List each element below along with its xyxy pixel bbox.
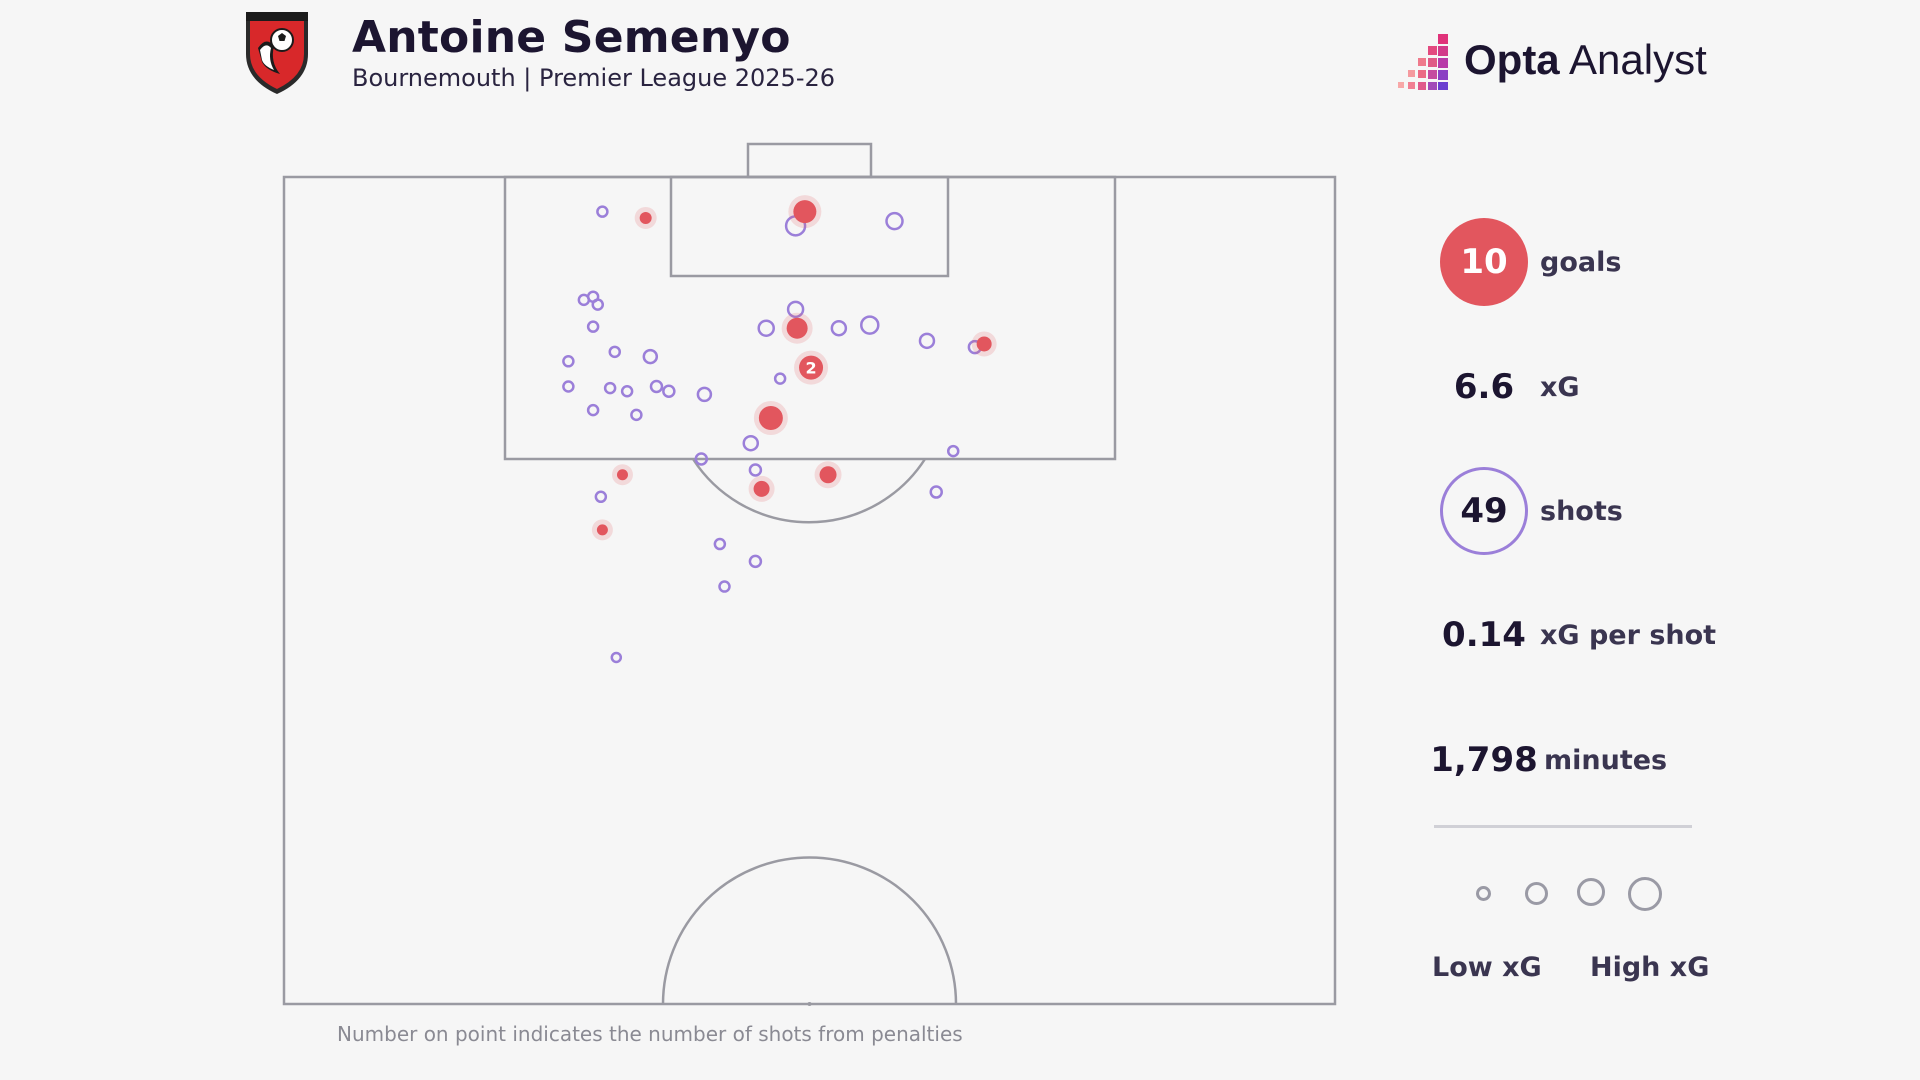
shot-point: [696, 386, 713, 403]
legend-xg-size-1: [1476, 886, 1491, 901]
penalty-count-label: 2: [805, 359, 816, 378]
shot-point: [562, 355, 575, 368]
shot-point: [586, 403, 600, 417]
centre-spot: [807, 1002, 812, 1006]
opta-analyst-wordmark: Opta Analyst: [1464, 36, 1707, 83]
shot-point: [929, 485, 943, 499]
goal: [746, 142, 873, 179]
afc-bournemouth-crest-icon: [246, 12, 308, 94]
goal-point: [616, 469, 628, 481]
goal-point: [758, 406, 783, 431]
pitch-boundary: [282, 175, 1337, 1006]
goal-point: [639, 211, 652, 224]
legend-high-xg: High xG: [1590, 952, 1710, 983]
shot-point: [586, 320, 600, 333]
shot-point: [718, 580, 731, 593]
shot-point: [694, 452, 709, 466]
goal-point: [819, 466, 837, 484]
shot-point: [885, 211, 904, 231]
shot-point: [649, 379, 664, 394]
stat-goals: 10 goals: [1430, 218, 1750, 308]
shot-point: [918, 332, 936, 350]
shots-label: shots: [1540, 495, 1623, 527]
goals-value: 10: [1440, 218, 1528, 306]
shots-value: 49: [1440, 467, 1528, 555]
shot-point: [603, 381, 617, 395]
shot-point: [742, 434, 760, 452]
stat-xg-per-shot: 0.14 xG per shot: [1430, 591, 1750, 681]
stat-shots: 49 shots: [1430, 467, 1750, 557]
stat-minutes: 1,798 minutes: [1430, 716, 1750, 806]
shot-point: [946, 444, 960, 458]
shot-point: [642, 348, 659, 365]
shot-point: [596, 205, 609, 218]
shot-point: [610, 651, 623, 664]
shot-point: [860, 315, 880, 335]
minutes-value: 1,798: [1430, 740, 1538, 780]
opta-analyst-logo: Opta Analyst: [1394, 30, 1714, 94]
shot-point: [773, 372, 787, 385]
page-subtitle: Bournemouth | Premier League 2025-26: [352, 64, 836, 92]
goal-point: [799, 355, 824, 380]
legend-low-xg: Low xG: [1432, 952, 1542, 983]
shot-point: [748, 554, 763, 569]
page-title: Antoine Semenyo: [352, 12, 791, 63]
shot-point: [786, 300, 805, 319]
legend-xg-size-2: [1525, 882, 1548, 905]
minutes-label: minutes: [1544, 744, 1668, 776]
shot-point: [757, 319, 775, 337]
goal-point: [793, 200, 817, 224]
shot-point: [713, 537, 727, 551]
xg-per-shot-value: 0.14: [1442, 615, 1526, 655]
goal-point: [786, 317, 808, 339]
opta-logo-icon: [1398, 34, 1448, 90]
stats-divider: [1434, 825, 1692, 828]
penalty-arc: [691, 458, 927, 524]
goals-label: goals: [1540, 246, 1622, 278]
shot-point: [591, 298, 605, 311]
centre-circle-arc: [661, 856, 958, 1005]
shot-point: [562, 380, 575, 393]
legend-xg-size-3: [1577, 878, 1605, 906]
shot-point: [608, 345, 622, 359]
goal-point: [596, 524, 608, 536]
shot-point: [830, 319, 848, 337]
footnote: Number on point indicates the number of …: [337, 1022, 963, 1046]
shot-point: [630, 408, 643, 422]
shot-point: [620, 384, 634, 398]
shot-point: [662, 384, 676, 398]
shot-point: [594, 490, 608, 504]
xg-per-shot-label: xG per shot: [1540, 619, 1717, 651]
shot-point: [748, 463, 763, 477]
goal-point: [753, 480, 770, 497]
xg-value: 6.6: [1453, 367, 1515, 407]
legend-xg-size-4: [1628, 877, 1662, 911]
xg-label: xG: [1540, 371, 1580, 403]
stat-xg: 6.6 xG: [1430, 343, 1750, 433]
goal-point: [976, 336, 992, 352]
